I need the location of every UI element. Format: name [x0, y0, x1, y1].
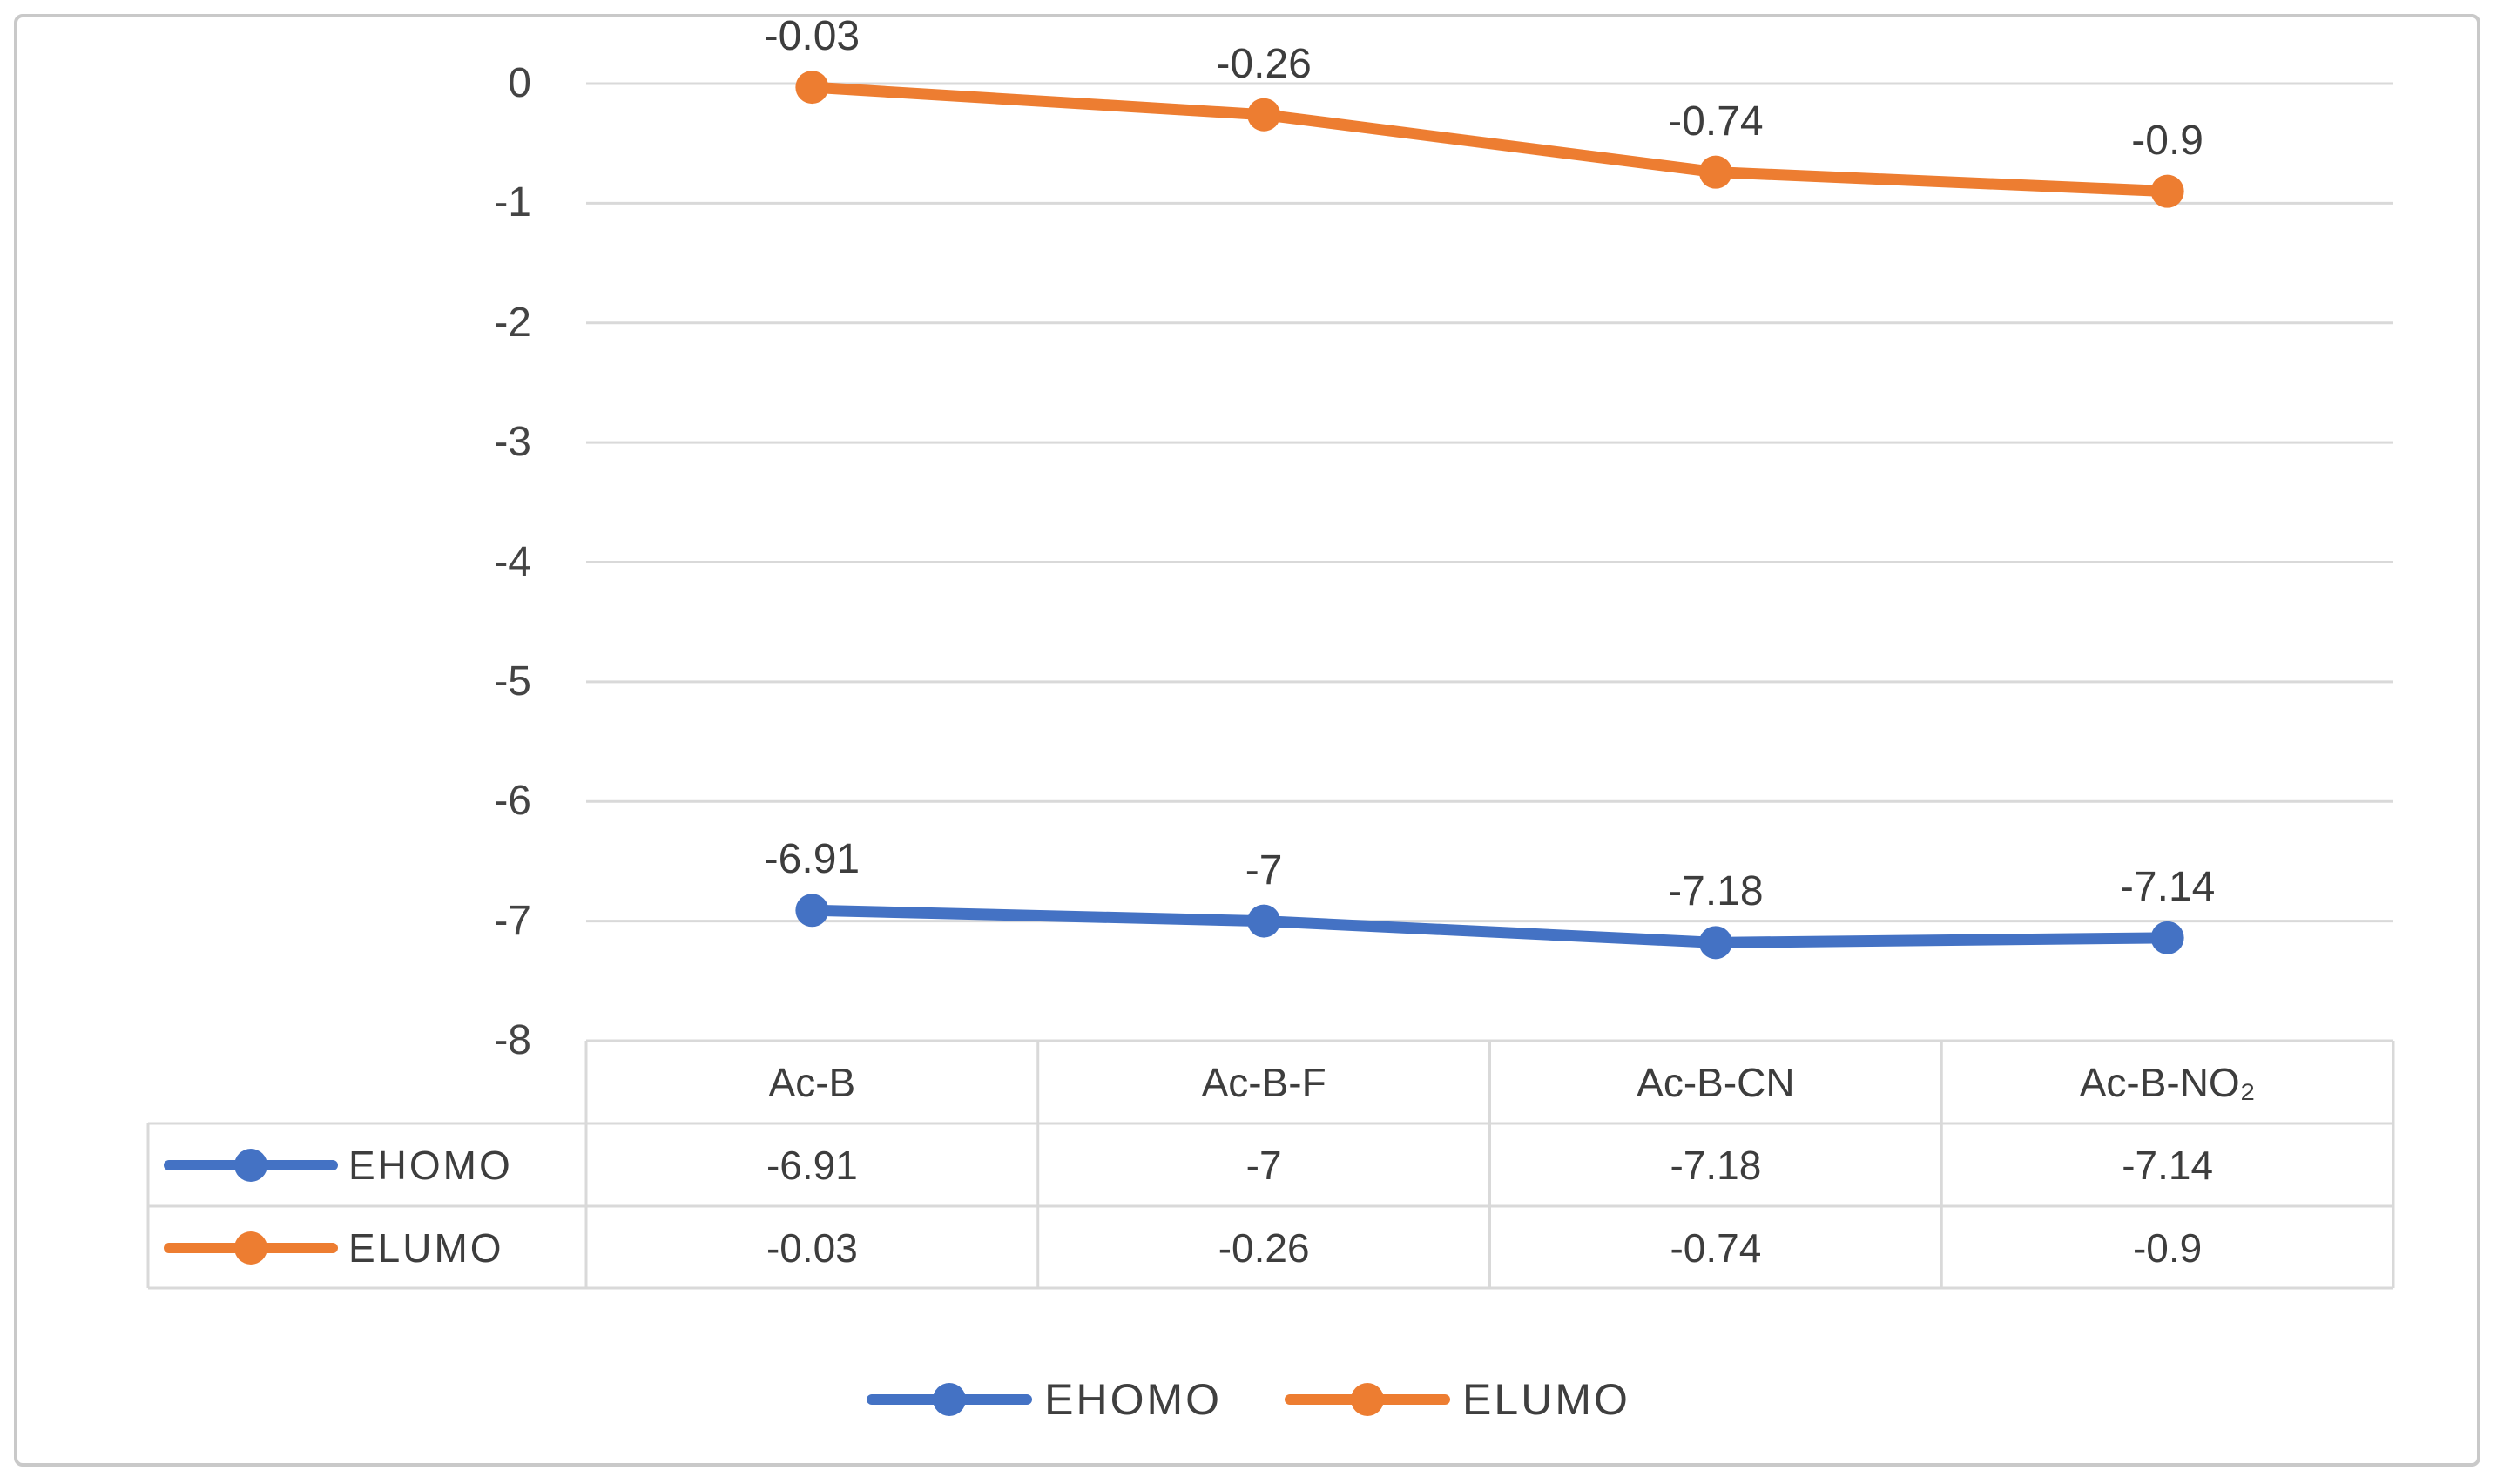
legend-item-elumo: ELUMO [1285, 1374, 1630, 1425]
data-point-marker-elumo [1698, 155, 1732, 189]
data-point-marker-ehomo [795, 894, 829, 928]
data-label: -7.14 [2119, 863, 2216, 910]
legend-key-dot [234, 1231, 267, 1265]
chart-legend: EHOMO ELUMO [0, 1369, 2497, 1430]
data-label: -0.74 [1668, 98, 1764, 145]
series-name-label: ELUMO [348, 1224, 504, 1271]
table-cell: -0.26 [1218, 1224, 1310, 1271]
table-cell: -0.9 [2132, 1224, 2203, 1271]
data-label: -0.03 [764, 13, 860, 60]
table-header-cell: Ac-B [768, 1059, 856, 1105]
data-label: -7 [1245, 847, 1283, 894]
data-point-marker-ehomo [1698, 926, 1732, 960]
legend-key-icon [867, 1382, 1033, 1417]
y-axis-tick-label: -5 [494, 658, 531, 705]
table-header-cell: Ac-B-CN [1637, 1059, 1795, 1105]
legend-key-icon [164, 1231, 338, 1265]
legend-key-dot [1351, 1383, 1385, 1416]
legend-label: EHOMO [1044, 1375, 1223, 1424]
y-axis-tick-label: 0 [508, 60, 531, 106]
table-cell: -0.03 [766, 1224, 858, 1271]
legend-key-dot [933, 1383, 967, 1416]
series-line-elumo [806, 81, 2174, 198]
chart-border-frame [14, 14, 2480, 1467]
data-point-marker-ehomo [1247, 904, 1281, 938]
y-axis-tick-label: -2 [494, 299, 531, 346]
legend-key-icon [164, 1148, 338, 1183]
y-axis-tick-label: -3 [494, 419, 531, 466]
series-line-ehomo [806, 904, 2174, 948]
data-point-marker-ehomo [2150, 921, 2184, 954]
table-row-header-ehomo: EHOMO [148, 1123, 586, 1206]
table-cell: -7.14 [2122, 1142, 2214, 1188]
data-label: -7.18 [1668, 868, 1764, 915]
y-axis-tick-label: -4 [494, 538, 531, 585]
data-point-marker-elumo [2150, 174, 2184, 208]
table-cell: -6.91 [766, 1142, 858, 1188]
table-header-cell: Ac-B-NO₂ [2079, 1059, 2256, 1105]
y-axis-tick-label: -1 [494, 179, 531, 226]
data-label: -0.26 [1216, 40, 1312, 87]
table-cell: -0.74 [1670, 1224, 1762, 1271]
data-point-marker-elumo [1247, 98, 1281, 132]
legend-item-ehomo: EHOMO [867, 1374, 1222, 1425]
series-name-label: EHOMO [348, 1142, 513, 1188]
legend-label: ELUMO [1462, 1375, 1630, 1424]
y-axis-tick-label: -8 [494, 1017, 531, 1063]
table-row-header-elumo: ELUMO [148, 1206, 586, 1289]
y-axis-tick-label: -6 [494, 778, 531, 825]
legend-key-dot [234, 1148, 267, 1182]
data-label: -0.9 [2131, 117, 2203, 164]
data-label: -6.91 [764, 836, 860, 883]
legend-key-icon [1285, 1382, 1451, 1417]
table-header-cell: Ac-B-F [1201, 1059, 1326, 1105]
y-axis-tick-label: -7 [494, 897, 531, 944]
table-cell: -7 [1245, 1142, 1282, 1188]
data-point-marker-elumo [795, 71, 829, 105]
table-cell: -7.18 [1670, 1142, 1762, 1188]
